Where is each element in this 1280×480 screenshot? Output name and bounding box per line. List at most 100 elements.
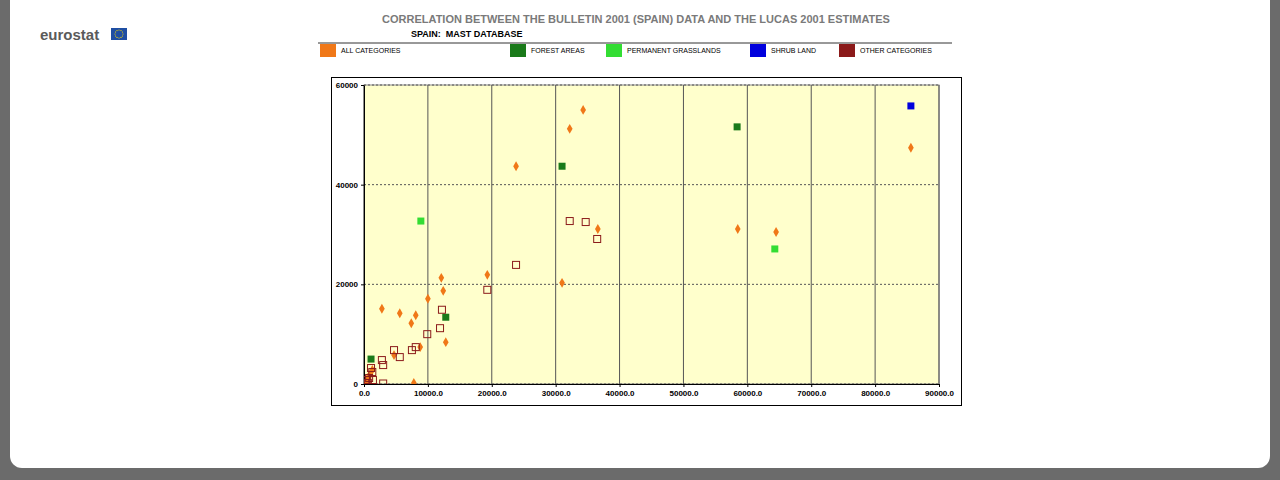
y-tick: 40000 (336, 181, 364, 190)
grid-line-x (364, 85, 365, 384)
point (424, 331, 431, 338)
point (484, 270, 490, 280)
point (438, 306, 445, 313)
x-tick: 10000.0 (414, 384, 443, 398)
logo-text: eurostat (40, 26, 99, 43)
x-tick-mark (875, 384, 876, 387)
point (566, 218, 573, 225)
y-tick-label: 60000 (336, 81, 359, 90)
grid-line-x (747, 85, 748, 384)
x-tick: 70000.0 (797, 384, 826, 398)
y-tick: 60000 (336, 81, 364, 90)
point (397, 308, 403, 318)
point (443, 337, 449, 347)
series (364, 105, 914, 384)
x-tick-label: 90000.0 (925, 389, 954, 398)
x-tick: 30000.0 (542, 384, 571, 398)
x-tick: 60000.0 (733, 384, 762, 398)
subtitle: SPAIN: MAST DATABASE (411, 29, 523, 39)
point (379, 304, 385, 314)
point (380, 380, 387, 384)
legend-rule (318, 43, 952, 44)
flag-star (122, 33, 123, 34)
legend-swatch (839, 44, 855, 57)
x-tick-label: 30000.0 (542, 389, 571, 398)
x-tick-mark (811, 384, 812, 387)
x-tick-mark (428, 384, 429, 387)
title: CORRELATION BETWEEN THE BULLETIN 2001 (S… (382, 13, 890, 25)
point (771, 245, 778, 252)
legend: ALL CATEGORIESFOREST AREASPERMANENT GRAS… (320, 44, 932, 57)
point (425, 294, 431, 304)
x-axis-line (365, 384, 940, 385)
x-tick: 80000.0 (861, 384, 890, 398)
y-axis-line (364, 86, 365, 385)
x-tick-label: 50000.0 (669, 389, 698, 398)
grid-line-y (364, 85, 939, 86)
point (594, 235, 601, 242)
grid-line-x (939, 85, 940, 384)
point (908, 143, 914, 153)
x-tick-label: 40000.0 (606, 389, 635, 398)
x-tick-mark (620, 384, 621, 387)
legend-label: ALL CATEGORIES (341, 47, 401, 54)
point (484, 286, 491, 293)
y-tick: 20000 (336, 280, 364, 289)
x-tick-label: 70000.0 (797, 389, 826, 398)
point (595, 224, 601, 234)
legend-swatch (510, 44, 526, 57)
grid-line-x (811, 85, 812, 384)
series (364, 218, 601, 384)
point (513, 261, 520, 268)
x-tick-mark (747, 384, 748, 387)
point (559, 163, 566, 170)
y-tick-label: 40000 (336, 181, 359, 190)
x-axis: 0.0 10000.0 20000.0 30000.0 40000.0 50000.0 60… (359, 384, 955, 398)
logo-flag (111, 28, 127, 40)
point (396, 354, 403, 361)
point (567, 124, 573, 134)
point (408, 318, 414, 328)
flag-star (118, 29, 119, 30)
y-tick-mark (361, 284, 364, 285)
canvas: eurostat CORRELATION BETWEEN THE BULLETIN… (0, 0, 1280, 480)
slide-panel (10, 0, 1270, 468)
grid (364, 85, 939, 384)
grid-line-x (491, 85, 492, 384)
point (368, 356, 375, 363)
legend-swatch (606, 44, 622, 57)
x-tick-label: 0.0 (359, 389, 371, 398)
points (364, 102, 914, 384)
grid-line-x (555, 85, 556, 384)
flag-star (120, 30, 121, 31)
point (442, 314, 449, 321)
grid-line-x (875, 85, 876, 384)
point (440, 286, 446, 296)
y-tick: 0 (354, 380, 364, 389)
flag-star (122, 35, 123, 36)
x-tick: 0.0 (359, 384, 371, 398)
x-tick-mark (492, 384, 493, 387)
x-tick: 90000.0 (925, 384, 954, 398)
y-axis: 0 20000 40000 60000 (336, 81, 365, 389)
legend-label: FOREST AREAS (531, 47, 585, 54)
point (582, 219, 589, 226)
series (417, 218, 778, 253)
point (735, 224, 741, 234)
point (559, 278, 565, 288)
flag-star (120, 37, 121, 38)
flag-star (122, 31, 123, 32)
chart-frame (332, 78, 962, 406)
grid-line-x (683, 85, 684, 384)
grid-line-y (364, 384, 939, 385)
y-tick-mark (361, 185, 364, 186)
y-tick-mark (361, 85, 364, 86)
point (580, 105, 586, 115)
x-tick-mark (556, 384, 557, 387)
legend-swatch (320, 44, 336, 57)
x-tick-mark (939, 384, 940, 387)
point (413, 310, 419, 320)
point (734, 123, 741, 130)
series (368, 123, 741, 362)
x-tick: 20000.0 (478, 384, 507, 398)
